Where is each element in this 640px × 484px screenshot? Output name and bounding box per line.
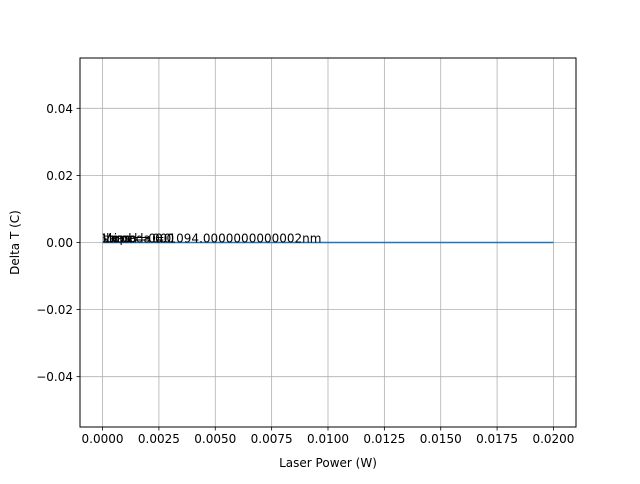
y-tick-label: 0.00	[46, 236, 73, 250]
x-axis-label: Laser Power (W)	[279, 456, 377, 470]
y-tick-label: 0.02	[46, 169, 73, 183]
x-tick-label: 0.0075	[251, 432, 293, 446]
x-tick-label: 0.0175	[476, 432, 518, 446]
x-tick-label: 0.0100	[307, 432, 349, 446]
y-axis-ticks: −0.04 −0.02 0.00 0.02 0.04	[36, 102, 80, 384]
y-tick-label: 0.04	[46, 102, 73, 116]
x-tick-label: 0.0200	[532, 432, 574, 446]
x-tick-label: 0.0150	[420, 432, 462, 446]
annotation-text: Vmod = 0.0	[103, 232, 175, 246]
y-axis-label: Delta T (C)	[8, 210, 22, 275]
y-tick-label: −0.02	[36, 303, 73, 317]
x-tick-label: 0.0025	[138, 432, 180, 446]
annotation-text: Ibias = 0.0	[103, 232, 168, 246]
annotation-text: Lambda = 1094.0000000000002nm	[103, 232, 322, 246]
y-tick-label: −0.04	[36, 370, 73, 384]
x-tick-label: 0.0050	[194, 432, 236, 446]
x-tick-label: 0.0125	[363, 432, 405, 446]
annotation-text: slope = 0.0	[103, 232, 172, 246]
x-tick-label: 0.0000	[82, 432, 124, 446]
x-axis-ticks: 0.0000 0.0025 0.0050 0.0075 0.0100 0.0125 0.01…	[82, 427, 574, 446]
